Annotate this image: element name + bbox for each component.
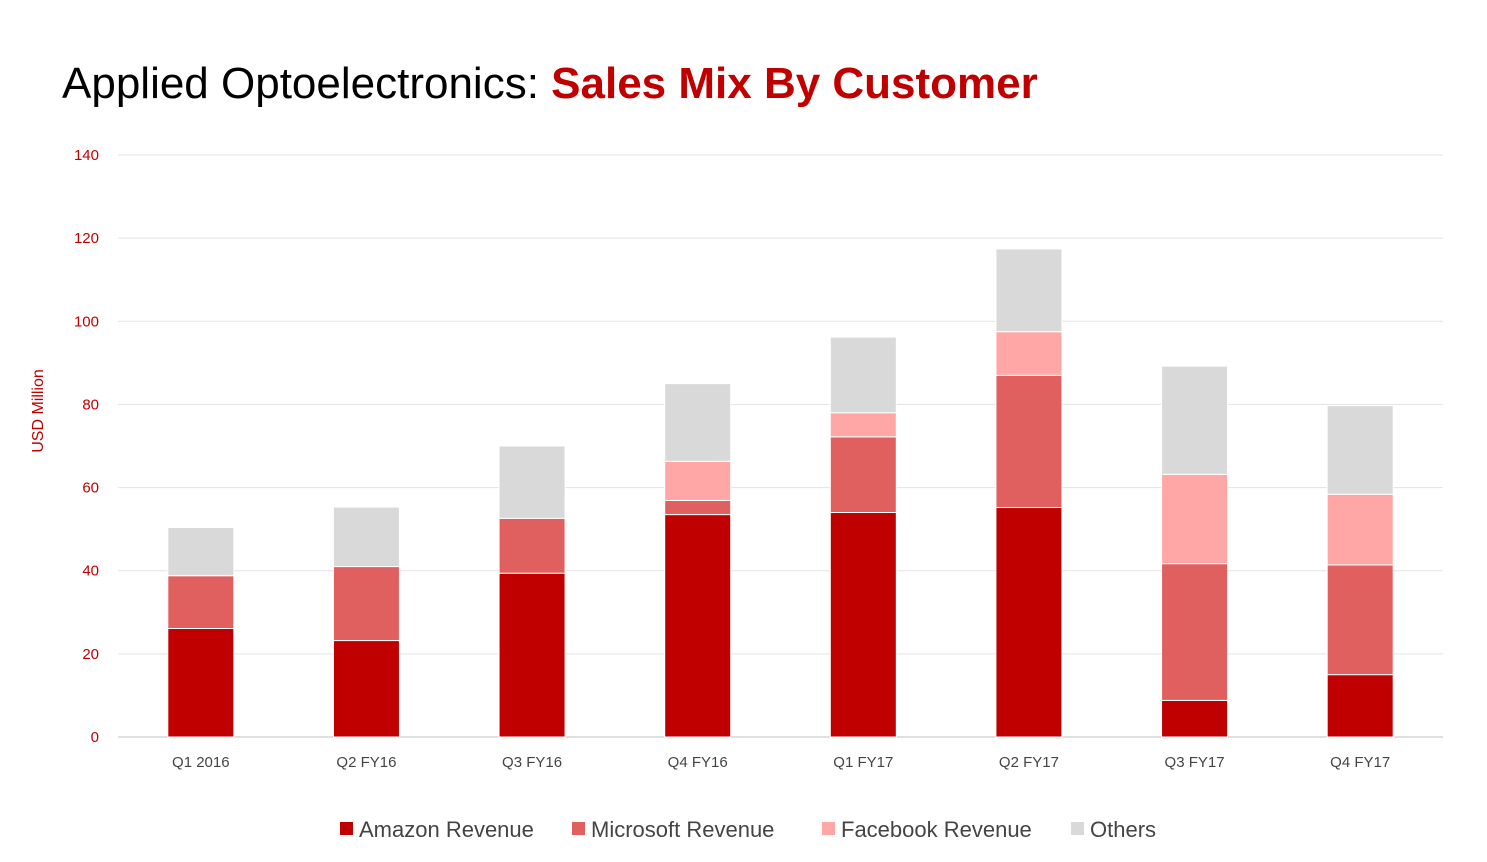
axis-layer: 0 20 40 60 80 100 120 140 Q1 2016 Q2 FY16 Q3 FY16 Q…	[74, 147, 1390, 771]
legend-swatch	[822, 822, 835, 835]
y-tick-label: 20	[82, 646, 99, 663]
bar-segment	[995, 507, 1063, 738]
bar-segment	[995, 331, 1063, 376]
slide-title: Applied Optoelectronics: Sales Mix By Cu…	[62, 54, 1038, 114]
x-tick-label: Q1 FY17	[833, 754, 893, 771]
bar-segment	[664, 460, 732, 501]
bar-segment	[664, 499, 732, 516]
x-tick-label: Q2 FY16	[336, 754, 396, 771]
x-tick-label: Q4 FY16	[668, 754, 728, 771]
bar-segment	[664, 514, 732, 738]
legend-label: Others	[1090, 817, 1156, 842]
y-tick-label: 100	[74, 313, 99, 330]
bar-segment	[167, 627, 235, 738]
title-prefix: Applied Optoelectronics:	[62, 59, 552, 108]
x-tick-label: Q1 2016	[172, 754, 230, 771]
bar-segment	[498, 445, 566, 519]
bar-segment	[1326, 493, 1394, 566]
bar-segment	[167, 575, 235, 629]
grid-layer	[118, 154, 1443, 738]
bar-segment	[1161, 699, 1229, 738]
bar-segment	[1161, 365, 1229, 475]
bar-segment	[1326, 674, 1394, 738]
bar-segment	[829, 512, 897, 738]
legend-label: Amazon Revenue	[359, 817, 534, 842]
bar-segment	[995, 248, 1063, 333]
bar-segment	[498, 517, 566, 574]
y-tick-label: 60	[82, 480, 99, 497]
legend-label: Facebook Revenue	[841, 817, 1032, 842]
bar-segment	[1326, 405, 1394, 495]
y-tick-label: 140	[74, 147, 99, 164]
title-highlight: Sales Mix By Customer	[551, 59, 1038, 108]
x-tick-label: Q3 FY17	[1165, 754, 1225, 771]
y-axis-label: USD Million	[30, 369, 47, 453]
bar-segment	[829, 412, 897, 438]
bar-segment	[1326, 564, 1394, 676]
bar-segment	[1161, 563, 1229, 701]
x-tick-label: Q2 FY17	[999, 754, 1059, 771]
x-tick-label: Q4 FY17	[1330, 754, 1390, 771]
legend-swatch	[1071, 822, 1084, 835]
bar-segment	[1161, 473, 1229, 565]
y-tick-label: 40	[82, 563, 99, 580]
bar-segment	[498, 572, 566, 738]
legend-swatch	[572, 822, 585, 835]
legend-label: Microsoft Revenue	[591, 817, 774, 842]
bar-segment	[829, 336, 897, 414]
bar-segment	[167, 526, 235, 577]
bar-segment	[995, 374, 1063, 509]
y-tick-label: 0	[91, 729, 99, 746]
bar-segment	[332, 640, 400, 738]
bar-segment	[332, 506, 400, 568]
legend: Amazon Revenue Microsoft Revenue Facebook …	[340, 817, 1156, 842]
bar-segment	[664, 383, 732, 462]
x-tick-label: Q3 FY16	[502, 754, 562, 771]
y-tick-label: 80	[82, 396, 99, 413]
legend-swatch	[340, 822, 353, 835]
bars-layer	[167, 248, 1394, 738]
bar-segment	[332, 566, 400, 642]
bar-segment	[829, 436, 897, 514]
y-tick-label: 120	[74, 230, 99, 247]
